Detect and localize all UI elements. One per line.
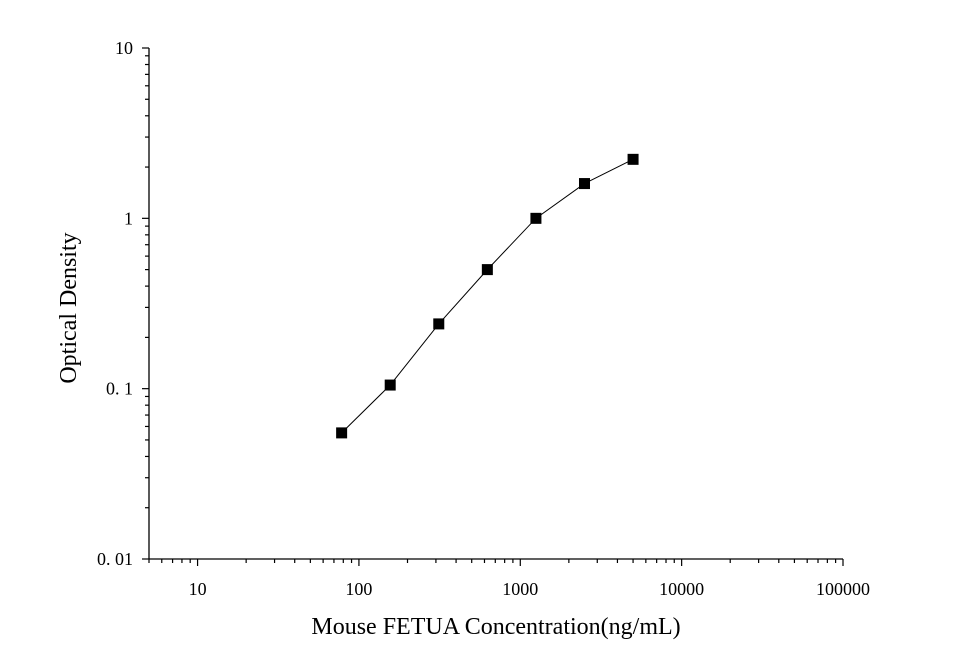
- data-point: [336, 427, 348, 439]
- data-point: [578, 178, 590, 190]
- ticks: [142, 47, 844, 566]
- x-tick-label: 10000: [659, 579, 704, 599]
- x-tick-label: 10: [189, 579, 207, 599]
- data-point: [384, 379, 396, 391]
- x-tick-label: 100: [345, 579, 372, 599]
- series-line: [341, 158, 634, 434]
- x-tick-label: 1000: [502, 579, 538, 599]
- data-point: [433, 318, 445, 330]
- axes: [148, 48, 843, 560]
- x-tick-label: 100000: [816, 579, 870, 599]
- x-axis-title: Mouse FETUA Concentration(ng/mL): [311, 614, 680, 640]
- data-point: [481, 264, 493, 276]
- y-tick-label: 10: [115, 38, 133, 58]
- y-tick-label: 0. 01: [97, 549, 133, 569]
- series-points: [336, 153, 639, 439]
- tick-labels: 10 100 1000 10000 100000 0. 01 0. 1 1 10: [97, 38, 870, 599]
- data-point: [627, 153, 639, 165]
- data-point: [530, 212, 542, 224]
- series-line-path: [341, 158, 634, 434]
- y-tick-label: 0. 1: [106, 379, 133, 399]
- y-axis-title: Optical Density: [56, 232, 82, 383]
- y-tick-label: 1: [124, 208, 133, 228]
